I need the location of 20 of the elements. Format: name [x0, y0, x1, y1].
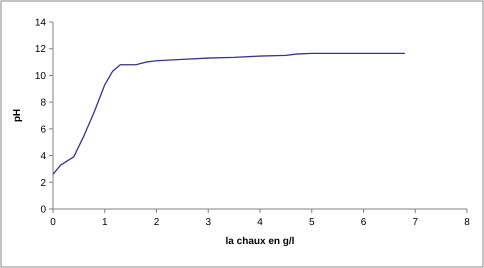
x-tick-label: 1: [102, 217, 108, 228]
x-tick-label: 4: [257, 217, 264, 228]
y-tick-label: 8: [40, 98, 46, 109]
y-tick-label: 4: [40, 151, 46, 162]
x-tick-label: 0: [50, 217, 56, 228]
y-tick-label: 10: [34, 70, 46, 82]
x-tick-label: 3: [205, 217, 212, 228]
y-tick-label: 6: [40, 124, 46, 136]
y-axis-title: pH: [12, 108, 23, 122]
y-tick-label: 2: [40, 178, 46, 189]
y-tick-label: 0: [40, 204, 46, 216]
x-tick-label: 8: [464, 217, 470, 228]
y-tick-label: 14: [34, 18, 46, 28]
x-tick-label: 7: [412, 217, 418, 228]
x-tick-label: 6: [360, 217, 367, 228]
x-tick-label: 5: [308, 217, 315, 228]
y-tick-label: 12: [34, 44, 46, 56]
x-axis-title: la chaux en g/l: [226, 236, 295, 247]
line-series: [52, 52, 406, 175]
x-tick-label: 2: [154, 217, 160, 228]
